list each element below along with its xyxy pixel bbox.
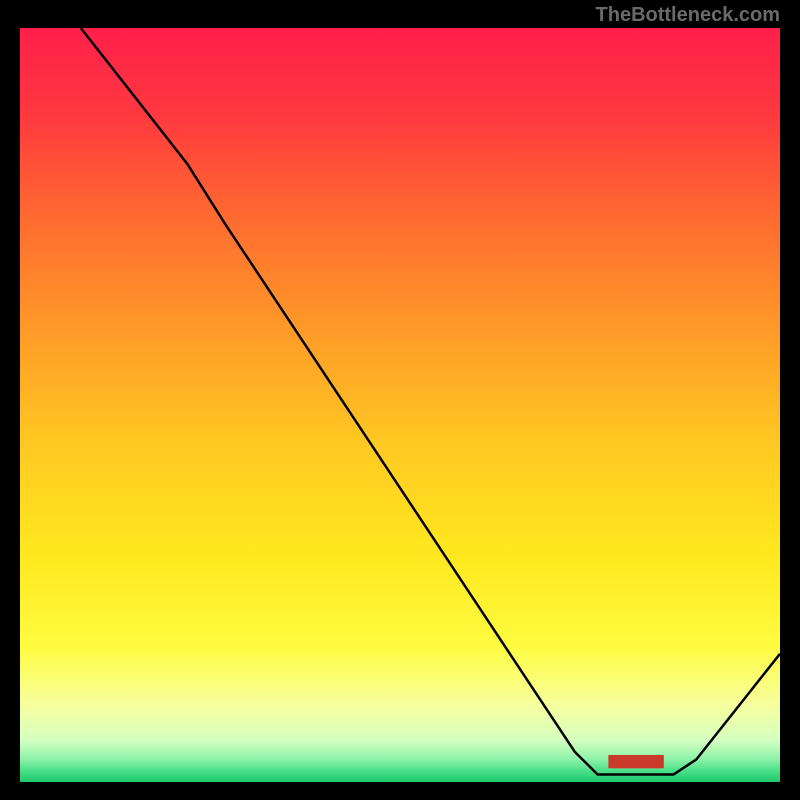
curve-line (20, 28, 780, 782)
bottleneck-marker-label: ████████ (608, 756, 662, 768)
chart-container: { "watermark": { "text": "TheBottleneck.… (0, 0, 800, 800)
plot-area: ████████ (20, 28, 780, 782)
watermark-label: TheBottleneck.com (596, 4, 780, 27)
